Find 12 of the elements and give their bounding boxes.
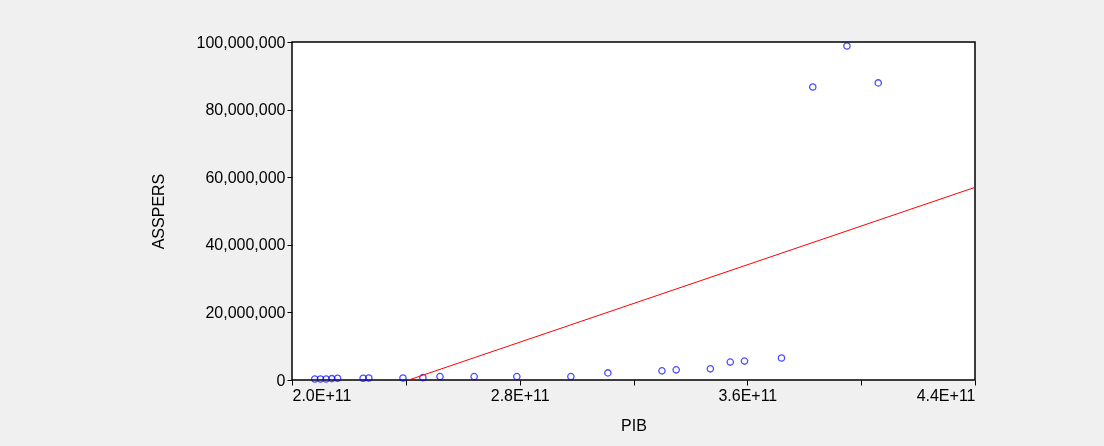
y-tick-label: 40,000,000 [205,236,286,254]
y-tick-label: 0 [276,371,286,389]
y-tick-label: 80,000,000 [205,101,286,119]
y-tick-label: 100,000,000 [196,33,286,51]
y-tick-label: 20,000,000 [205,303,286,321]
x-axis-title: PIB [621,416,647,434]
x-tick-label: 2.0E+11 [292,386,352,404]
x-tick-label: 4.4E+11 [916,386,976,404]
x-tick-label: 3.6E+11 [718,386,778,404]
y-axis-title: ASSPERS [149,173,167,250]
y-tick-label: 60,000,000 [205,168,286,186]
x-tick-label: 2.8E+11 [490,386,550,404]
